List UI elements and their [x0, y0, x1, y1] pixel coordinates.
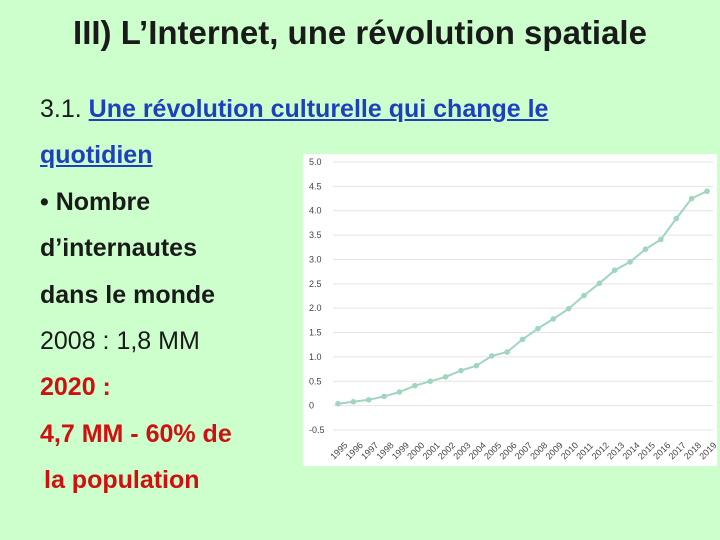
data-point [565, 305, 572, 312]
subsection-heading-cont: quotidien [40, 132, 640, 178]
subsection-heading: 3.1. Une révolution culturelle qui chang… [40, 86, 640, 132]
data-point [519, 336, 526, 343]
y-tick-label: 1.0 [309, 352, 322, 362]
data-point [627, 259, 633, 265]
slide-content: 3.1. Une révolution culturelle qui chang… [40, 86, 640, 504]
data-point [350, 398, 357, 405]
data-point [611, 267, 618, 273]
y-tick-label: 0.5 [309, 376, 322, 386]
data-point [673, 215, 680, 222]
data-point [458, 367, 464, 374]
data-point [335, 400, 341, 407]
data-point [596, 280, 603, 287]
stat-2020-label: 2020 : [40, 373, 111, 402]
bullet-line-2: d’internautes [40, 234, 197, 263]
subsection-link-line1[interactable]: Une révolution culturelle qui change le [88, 95, 549, 123]
y-tick-label: 5.0 [309, 157, 322, 167]
data-point [442, 374, 449, 380]
y-tick-label: 4.0 [309, 206, 322, 216]
data-point [642, 246, 649, 253]
data-point [412, 382, 418, 389]
y-tick-label: 2.5 [309, 279, 322, 289]
data-point [658, 236, 664, 243]
subsection-link-line2[interactable]: quotidien [40, 141, 153, 170]
y-tick-label: 3.0 [309, 254, 322, 264]
data-point [535, 325, 541, 332]
stat-2020-value: 4,7 MM - 60% de [40, 419, 232, 448]
data-point [688, 195, 695, 202]
data-point [396, 389, 403, 395]
data-point [473, 362, 480, 369]
data-point [365, 396, 372, 403]
series-line [337, 190, 708, 405]
bullet-line-3: dans le monde [40, 280, 216, 309]
y-tick-label: 0 [309, 401, 314, 411]
data-point [704, 188, 710, 195]
internet-users-chart: 5.0 4.5 4.0 3.5 3.0 2.5 2.0 1.5 1.0 0.5 0 -0.5 1995 1… [303, 154, 717, 466]
y-tick-label: 1.5 [309, 328, 322, 338]
data-point [427, 378, 434, 385]
slide-title: III) L’Internet, une révolution spatiale [73, 14, 647, 51]
bullet-line-1: • Nombre [40, 187, 151, 216]
y-tick-label: 3.5 [309, 230, 322, 240]
x-tick-label: 2019 [697, 440, 717, 461]
chart-svg: 5.04.54.03.53.02.52.01.51.00.50-0.519951… [309, 157, 717, 461]
data-point [488, 353, 495, 359]
subsection-number: 3.1. [40, 95, 82, 123]
data-point [550, 316, 557, 322]
y-tick-label: 4.5 [309, 181, 322, 191]
data-point [504, 349, 510, 355]
y-tick-label: -0.5 [309, 425, 325, 435]
data-point [381, 393, 387, 400]
stat-2008: 2008 : 1,8 MM [40, 327, 200, 356]
stat-2020-tail: la population [44, 466, 200, 495]
data-point [581, 292, 587, 299]
y-tick-label: 2.0 [309, 303, 322, 313]
